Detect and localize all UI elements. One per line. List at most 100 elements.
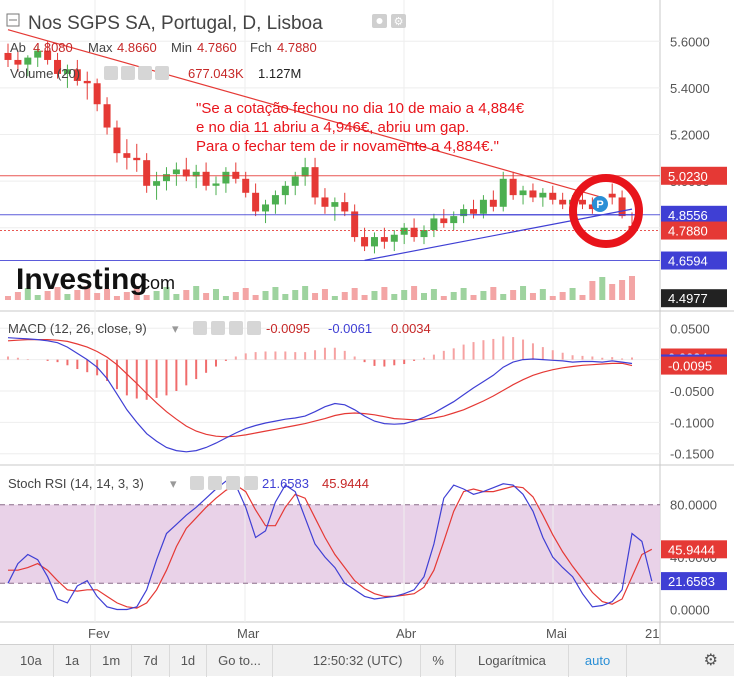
- date-tick: 21: [645, 626, 659, 641]
- candle-body[interactable]: [103, 104, 111, 128]
- candle-body[interactable]: [341, 202, 349, 212]
- macd-line[interactable]: [7, 337, 633, 453]
- candle-body[interactable]: [4, 52, 12, 60]
- candle-body[interactable]: [608, 193, 616, 198]
- volume-readout: Volume (20) 677.043K 1.127M: [10, 66, 301, 81]
- range-7d-button[interactable]: 7d: [132, 644, 170, 677]
- candle-body[interactable]: [83, 80, 91, 84]
- candle-body[interactable]: [321, 197, 329, 207]
- candle-body[interactable]: [489, 199, 497, 207]
- candle-body[interactable]: [123, 153, 131, 158]
- candle-body[interactable]: [252, 192, 260, 212]
- candle-body[interactable]: [212, 183, 220, 186]
- volume-bar: [411, 286, 418, 300]
- candle-body[interactable]: [44, 50, 52, 60]
- price-candles[interactable]: [4, 41, 636, 254]
- price-tick: 5.2000: [670, 128, 710, 143]
- goto-button[interactable]: Go to...: [207, 644, 273, 677]
- volume-bar: [312, 293, 319, 300]
- candle-body[interactable]: [14, 59, 22, 65]
- candle-body[interactable]: [301, 167, 309, 177]
- candle-body[interactable]: [192, 171, 200, 177]
- candle-body[interactable]: [202, 171, 210, 186]
- macd-settings-icons[interactable]: [193, 321, 261, 335]
- candle-body[interactable]: [440, 218, 448, 224]
- candle-body[interactable]: [54, 59, 62, 74]
- candle-body[interactable]: [578, 199, 586, 205]
- range-10y-button[interactable]: 10a: [0, 644, 54, 677]
- candle-body[interactable]: [291, 176, 299, 186]
- candle-body[interactable]: [539, 192, 547, 198]
- title-settings-icons[interactable]: ⚙: [372, 14, 406, 28]
- candle-body[interactable]: [390, 234, 398, 242]
- candle-body[interactable]: [460, 209, 468, 217]
- stoch-plot[interactable]: [7, 480, 653, 611]
- candle-body[interactable]: [499, 178, 507, 207]
- candle-body[interactable]: [63, 69, 71, 74]
- candle-body[interactable]: [400, 227, 408, 235]
- candle-body[interactable]: [153, 181, 161, 186]
- price-marker-label: 4.8556: [668, 208, 708, 223]
- p-marker-icon[interactable]: [592, 196, 608, 212]
- candle-body[interactable]: [380, 237, 388, 242]
- candle-body[interactable]: [113, 127, 121, 154]
- candle-body[interactable]: [73, 69, 81, 81]
- candle-body[interactable]: [588, 204, 596, 210]
- stoch-d-line[interactable]: [8, 484, 653, 609]
- range-1m-button[interactable]: 1m: [91, 644, 133, 677]
- candle-body[interactable]: [162, 174, 170, 182]
- stoch-settings-icons[interactable]: [190, 476, 258, 490]
- candle-body[interactable]: [242, 178, 250, 193]
- candle-body[interactable]: [559, 199, 567, 205]
- volume-bar: [569, 288, 576, 300]
- candle-body[interactable]: [509, 178, 517, 196]
- percent-toggle[interactable]: %: [421, 644, 456, 677]
- range-1y-button[interactable]: 1a: [54, 644, 92, 677]
- volume-bar: [24, 288, 31, 300]
- candle-body[interactable]: [133, 157, 141, 161]
- candle-body[interactable]: [331, 202, 339, 207]
- candle-body[interactable]: [479, 199, 487, 214]
- candle-body[interactable]: [370, 237, 378, 247]
- macd-plot[interactable]: [7, 336, 633, 453]
- log-scale-toggle[interactable]: Logarítmica: [456, 644, 569, 677]
- trend-line[interactable]: [7, 29, 603, 199]
- candle-body[interactable]: [529, 190, 537, 198]
- candle-body[interactable]: [311, 167, 319, 198]
- gap-highlight-circle: [569, 174, 643, 248]
- price-marker-label: 4.6594: [668, 254, 708, 269]
- candle-body[interactable]: [549, 192, 557, 200]
- drawn-lines[interactable]: [0, 29, 660, 262]
- gear-icon[interactable]: ⚙: [703, 651, 718, 669]
- stoch-k-line[interactable]: [7, 480, 653, 611]
- range-1d-button[interactable]: 1d: [170, 644, 208, 677]
- candle-body[interactable]: [281, 185, 289, 196]
- candle-body[interactable]: [222, 171, 230, 184]
- candle-body[interactable]: [24, 57, 32, 65]
- macd-signal-line[interactable]: [7, 339, 633, 438]
- candle-body[interactable]: [519, 190, 527, 196]
- svg-text:-0.0095: -0.0095: [266, 321, 310, 336]
- trend-line[interactable]: [364, 208, 633, 261]
- candle-body[interactable]: [361, 237, 369, 247]
- candle-body[interactable]: [470, 209, 478, 214]
- candle-body[interactable]: [34, 50, 42, 58]
- auto-scale-toggle[interactable]: auto: [569, 644, 628, 677]
- candle-body[interactable]: [262, 204, 270, 212]
- candle-body[interactable]: [430, 218, 438, 231]
- stoch-marker-label: 45.9444: [668, 542, 715, 557]
- svg-text:1.127M: 1.127M: [258, 66, 301, 81]
- candle-body[interactable]: [143, 160, 151, 186]
- price-tick: 5.6000: [670, 34, 710, 49]
- candle-body[interactable]: [450, 216, 458, 224]
- candle-body[interactable]: [271, 195, 279, 205]
- volume-settings-icons[interactable]: [104, 66, 169, 80]
- candle-body[interactable]: [618, 197, 626, 217]
- candle-body[interactable]: [93, 83, 101, 105]
- candle-body[interactable]: [351, 211, 359, 238]
- candle-body[interactable]: [182, 169, 190, 177]
- candle-body[interactable]: [410, 227, 418, 238]
- candle-body[interactable]: [172, 169, 180, 175]
- candle-body[interactable]: [420, 230, 428, 238]
